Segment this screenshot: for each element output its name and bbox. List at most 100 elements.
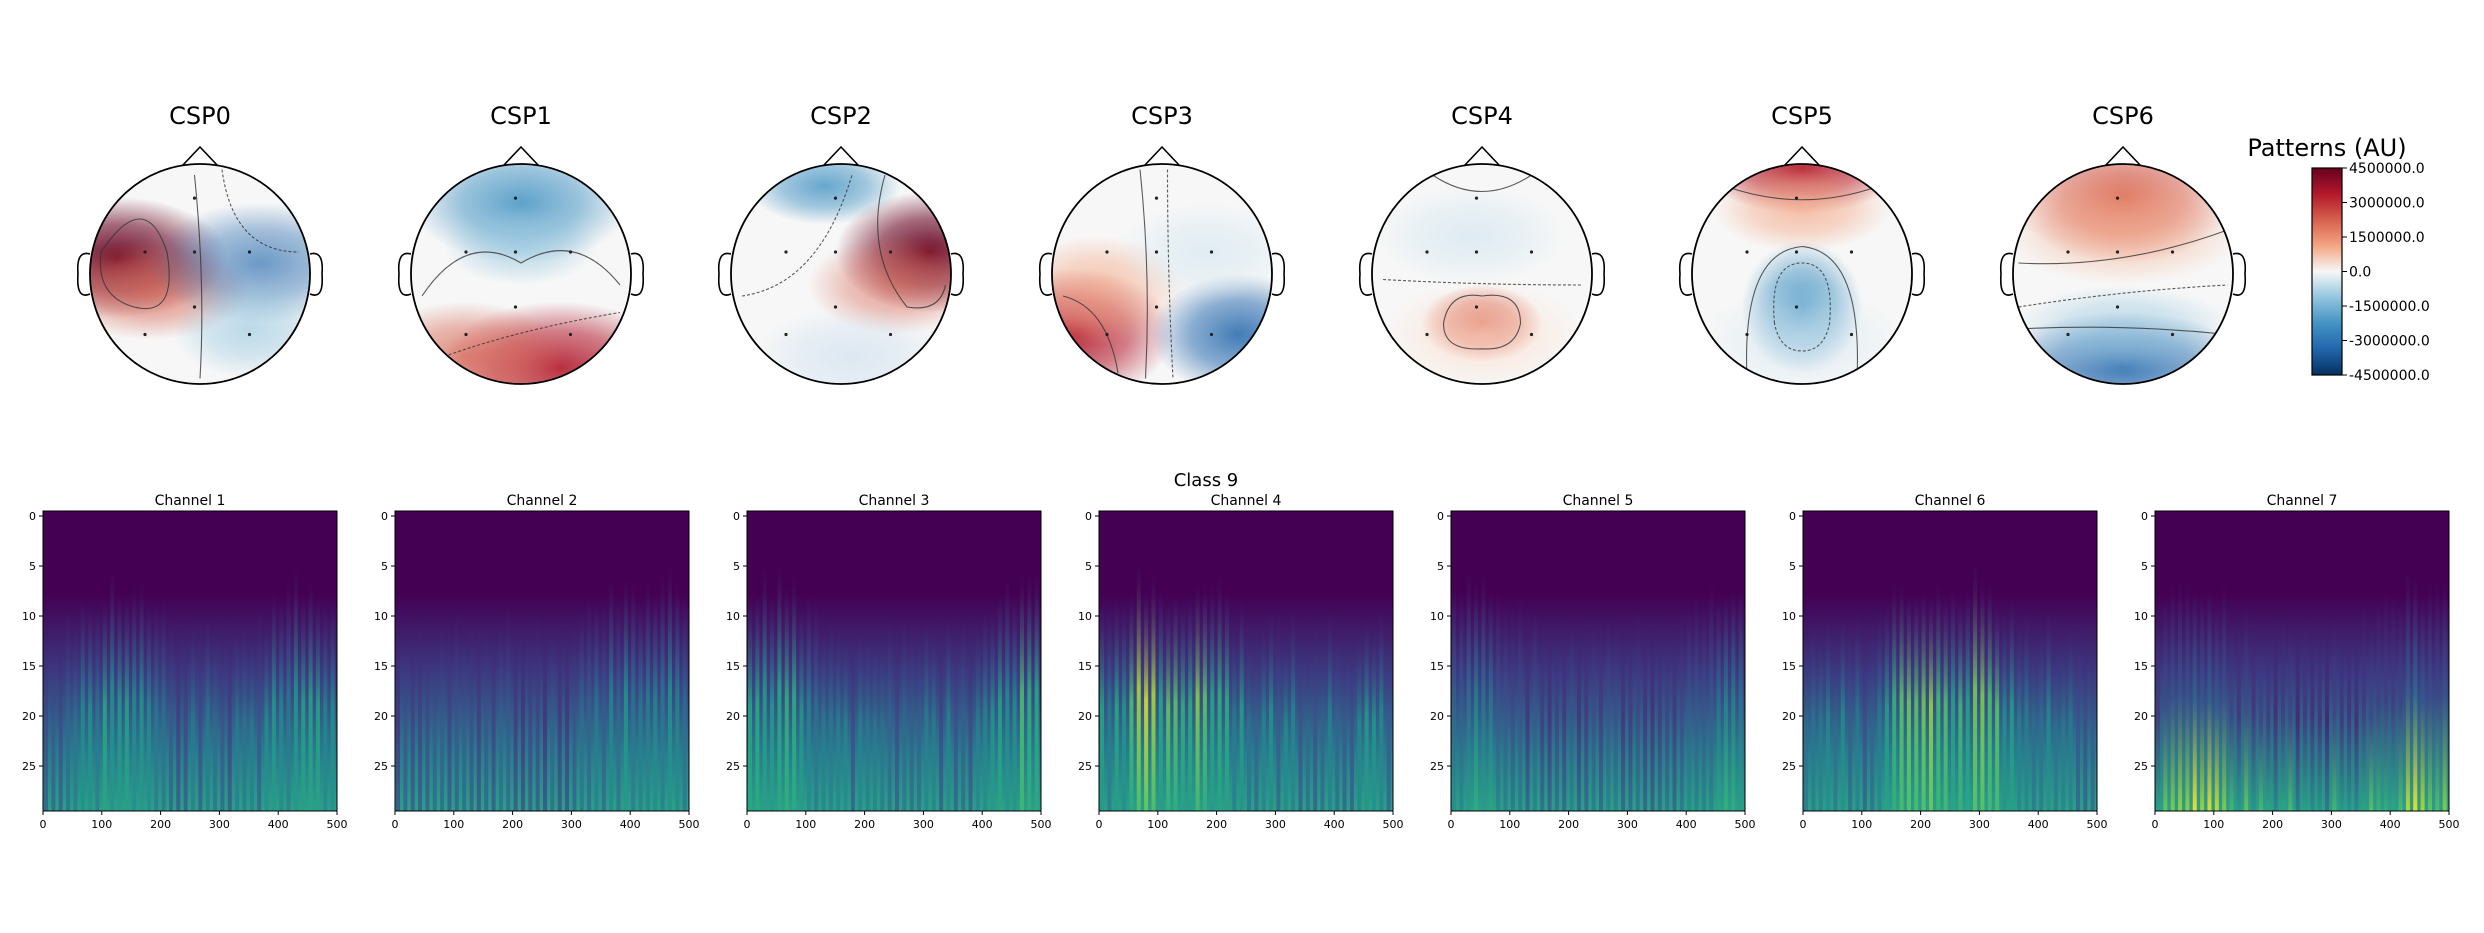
scalogram-streak: [2391, 594, 2396, 811]
x-tick-label: 300: [209, 818, 230, 831]
scalogram-streak: [983, 609, 988, 811]
topomap-field: [1692, 164, 1912, 384]
left-ear: [1358, 252, 1373, 296]
sensor-dot: [192, 305, 197, 309]
y-tick-label: 10: [22, 610, 36, 623]
scalogram-streak: [1635, 611, 1640, 811]
scalogram-streak: [2354, 634, 2359, 811]
scalogram-streak: [2170, 584, 2175, 811]
topomap-blob: [411, 301, 565, 384]
y-tick-label: 20: [22, 710, 36, 723]
scalogram-title: Channel 3: [859, 493, 930, 509]
scalogram-streak: [1327, 611, 1332, 811]
scalogram-streak: [1818, 628, 1823, 811]
colorbar-tick-label: 0.0: [2349, 265, 2371, 281]
scalogram-streak: [565, 609, 570, 811]
scalogram-streak: [858, 633, 863, 811]
topomap-title: CSP4: [1451, 102, 1513, 130]
scalogram-streak: [2347, 619, 2352, 811]
scalogram-streak: [1599, 609, 1604, 811]
topomap-csp3: CSP3: [1038, 102, 1286, 385]
scalogram-streak: [1672, 619, 1677, 811]
scalogram-streak: [1027, 572, 1032, 811]
colorbar-tick-label: 4500000.0: [2349, 161, 2425, 177]
head-outline: [1051, 163, 1273, 385]
scalogram-streak: [2361, 605, 2366, 811]
scalogram-streak: [73, 626, 78, 811]
scalogram-frame: [2154, 510, 2450, 812]
topomap-csp5: CSP5: [1678, 102, 1926, 385]
scalogram-title: Channel 5: [1563, 493, 1634, 509]
scalogram-streak: [1195, 583, 1200, 811]
scalogram-streak: [682, 599, 687, 811]
scalogram-streak: [271, 591, 276, 811]
left-ear: [397, 252, 412, 296]
scalogram-streak: [1496, 591, 1501, 811]
scalogram-streak: [1188, 596, 1193, 811]
contour-line: [193, 174, 203, 379]
scalogram-title: Channel 6: [1915, 493, 1986, 509]
scalogram-streak: [2280, 612, 2285, 811]
scalogram-streak: [1166, 604, 1171, 811]
scalogram-title: Channel 1: [155, 493, 226, 509]
sensor-dot: [1794, 250, 1799, 254]
scalogram-streak: [1826, 621, 1831, 811]
left-ear: [1999, 252, 2014, 296]
scalogram-streak: [645, 581, 650, 811]
scalogram-channel-3: Channel 3 0 100 200 300 400 500 0 5 10 15 20 25: [726, 493, 1052, 831]
scalogram-streak: [1576, 626, 1581, 811]
scalogram-frame: [1802, 510, 2098, 812]
sensor-dot: [464, 332, 468, 337]
scalogram-streak: [609, 579, 614, 811]
scalogram-streak: [1357, 631, 1362, 811]
head-outline: [1691, 163, 1913, 385]
scalogram-streak: [1965, 587, 1970, 811]
contour-line: [443, 311, 621, 358]
x-tick-label: 0: [1096, 818, 1103, 831]
right-ear: [1591, 252, 1606, 296]
right-ear: [630, 252, 645, 296]
scalogram-streak: [410, 624, 415, 811]
scalogram-streak: [2420, 596, 2425, 811]
y-tick-label: 5: [381, 560, 388, 573]
scalogram-streak: [2266, 629, 2271, 811]
y-tick-label: 5: [1789, 560, 1796, 573]
scalogram-streak: [1364, 617, 1369, 811]
scalogram-streak: [1723, 595, 1728, 811]
scalogram-streak: [1012, 594, 1017, 811]
scalogram-streak: [513, 620, 518, 811]
contour-line: [1773, 262, 1831, 352]
left-ear: [1038, 252, 1053, 296]
scalogram-streak: [462, 632, 467, 811]
sensor-dot: [143, 332, 147, 337]
scalogram-streak: [1379, 607, 1384, 811]
scalogram-streak: [953, 618, 958, 811]
contour-line: [2018, 326, 2228, 336]
x-tick-label: 500: [2087, 818, 2108, 831]
scalogram-streak: [308, 585, 313, 811]
scalogram-streak: [2178, 581, 2183, 811]
scalogram-channel-2: Channel 2 0 100 200 300 400 500 0 5 10 15 20 25: [374, 493, 700, 831]
sensor-dot: [1474, 250, 1479, 254]
scalogram-streak: [139, 583, 144, 811]
x-tick-label: 100: [1499, 818, 1520, 831]
scalogram-streak: [616, 597, 621, 811]
scalogram-streak: [799, 608, 804, 811]
y-tick-label: 20: [726, 710, 740, 723]
scalogram-streak: [102, 599, 107, 811]
scalogram-streak: [183, 640, 188, 811]
scalogram-streak: [396, 633, 401, 811]
scalogram-streak: [146, 604, 151, 811]
scalogram-streak: [1840, 615, 1845, 811]
y-tick-label: 15: [22, 660, 36, 673]
nose: [1143, 145, 1181, 167]
scalogram-frame: [1450, 510, 1746, 812]
scalogram-streak: [2273, 612, 2278, 811]
scalogram-streak: [301, 596, 306, 811]
sensor-dot: [784, 250, 788, 254]
colorbar-tick-label: 1500000.0: [2349, 230, 2425, 246]
topomap-blob: [1118, 202, 1272, 302]
scalogram-streak: [491, 640, 496, 811]
scalogram-streak: [51, 630, 56, 811]
scalogram-streak: [440, 621, 445, 811]
